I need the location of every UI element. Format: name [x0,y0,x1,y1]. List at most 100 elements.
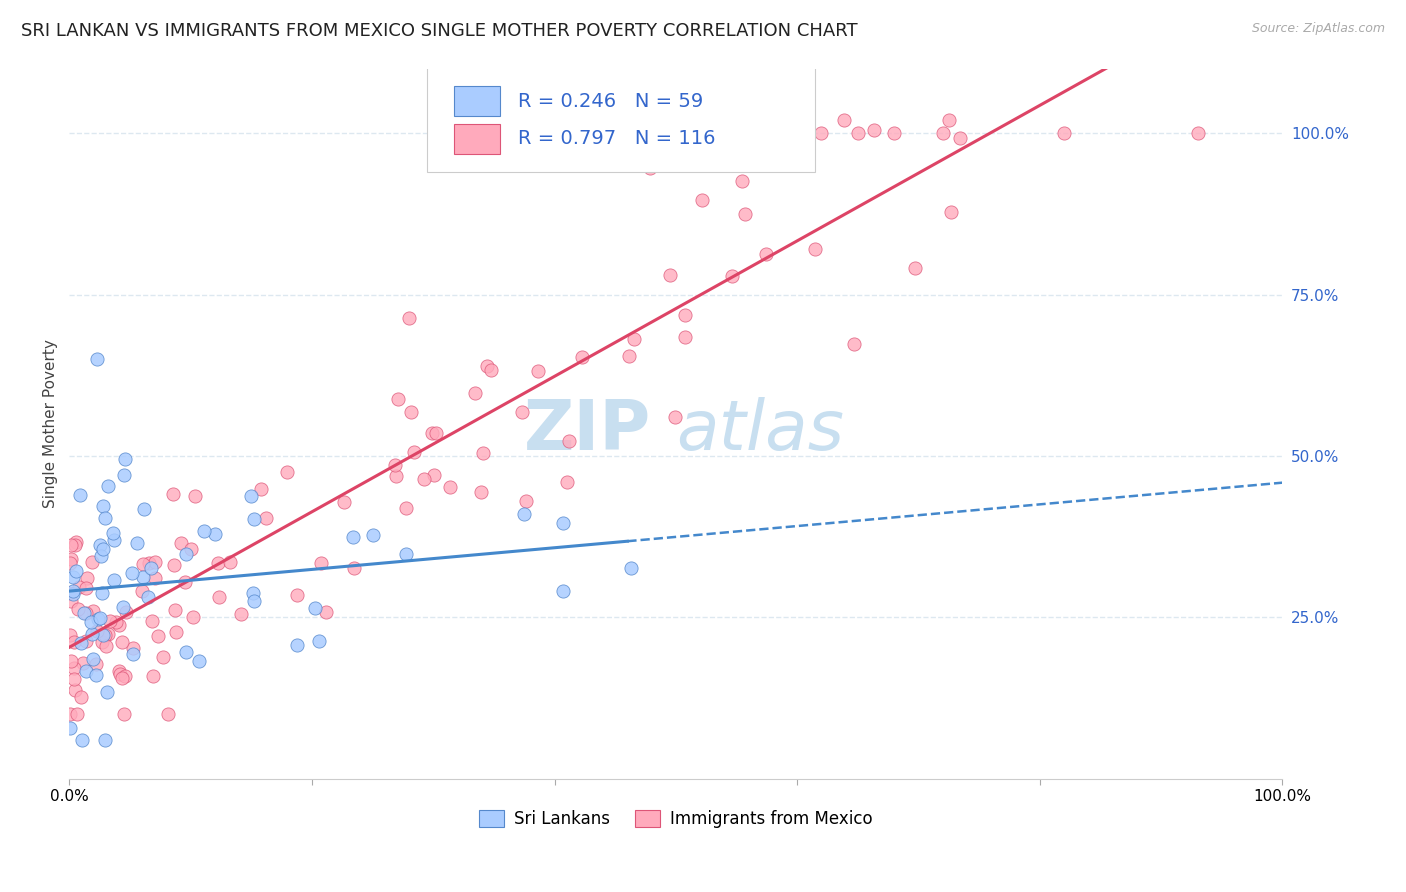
Point [219,555,242,569]
Point [69,488,91,502]
Point [62,583,84,598]
Point [620,561,643,575]
Point [66,602,89,616]
Point [70,733,93,747]
Point [152,650,174,665]
Point [162,487,184,501]
Point [122,647,145,661]
Point [62,570,84,584]
Point [70,636,93,650]
Point [87,612,110,626]
Point [108,666,131,681]
Point [315,605,337,619]
Point [308,633,330,648]
Point [932,126,955,140]
Point [470,485,492,500]
Point [131,570,153,584]
Point [527,364,550,378]
Point [395,501,418,516]
Point [842,337,865,351]
Point [730,174,752,188]
Point [188,654,211,668]
Point [948,130,970,145]
Point [472,445,495,459]
Point [309,557,332,571]
Point [84,668,107,682]
Point [138,556,160,570]
Point [111,635,134,649]
Point [673,330,696,344]
Point [72,656,94,670]
Point [721,269,744,284]
Point [105,615,128,629]
Point [304,601,326,615]
Point [231,607,253,621]
Point [557,434,579,449]
Point [96,639,118,653]
Point [75,634,97,648]
Point [938,113,960,128]
Point [173,575,195,590]
Point [208,590,231,604]
Point [63,682,86,697]
Point [91,635,114,649]
Point [904,260,927,275]
Point [204,527,226,541]
Point [243,593,266,607]
Point [82,604,104,618]
Point [342,530,364,544]
Point [80,555,103,569]
Point [941,205,963,219]
Text: R = 0.246   N = 59: R = 0.246 N = 59 [519,92,703,111]
Point [243,511,266,525]
Point [143,571,166,585]
Point [84,657,107,672]
Point [114,669,136,683]
Point [276,465,298,479]
Point [242,586,264,600]
Point [422,467,444,482]
Point [62,635,84,649]
Point [131,583,153,598]
Point [91,627,114,641]
Legend: Sri Lankans, Immigrants from Mexico: Sri Lankans, Immigrants from Mexico [472,803,879,835]
Point [89,538,111,552]
Point [67,580,90,594]
Point [73,606,96,620]
Point [111,671,134,685]
Point [97,627,120,641]
Point [384,458,406,472]
Point [343,561,366,575]
Point [439,480,461,494]
Text: Source: ZipAtlas.com: Source: ZipAtlas.com [1251,22,1385,36]
Point [254,510,277,524]
Point [94,732,117,747]
Point [121,640,143,655]
Point [174,645,197,659]
Point [398,311,420,326]
Y-axis label: Single Mother Poverty: Single Mother Poverty [44,339,58,508]
Point [551,516,574,531]
Point [98,614,121,628]
Point [90,549,112,563]
Point [413,472,436,486]
Point [181,609,204,624]
Point [111,600,134,615]
Point [62,587,84,601]
FancyBboxPatch shape [454,87,501,116]
Point [60,537,83,551]
Point [91,586,114,600]
Point [94,627,117,641]
Point [139,560,162,574]
Point [142,668,165,682]
Point [555,475,578,489]
Point [103,525,125,540]
Point [75,606,97,620]
Point [180,541,202,556]
Point [165,624,187,639]
Point [285,588,308,602]
Point [63,661,86,675]
Point [515,494,537,508]
Point [553,584,575,599]
Point [146,629,169,643]
